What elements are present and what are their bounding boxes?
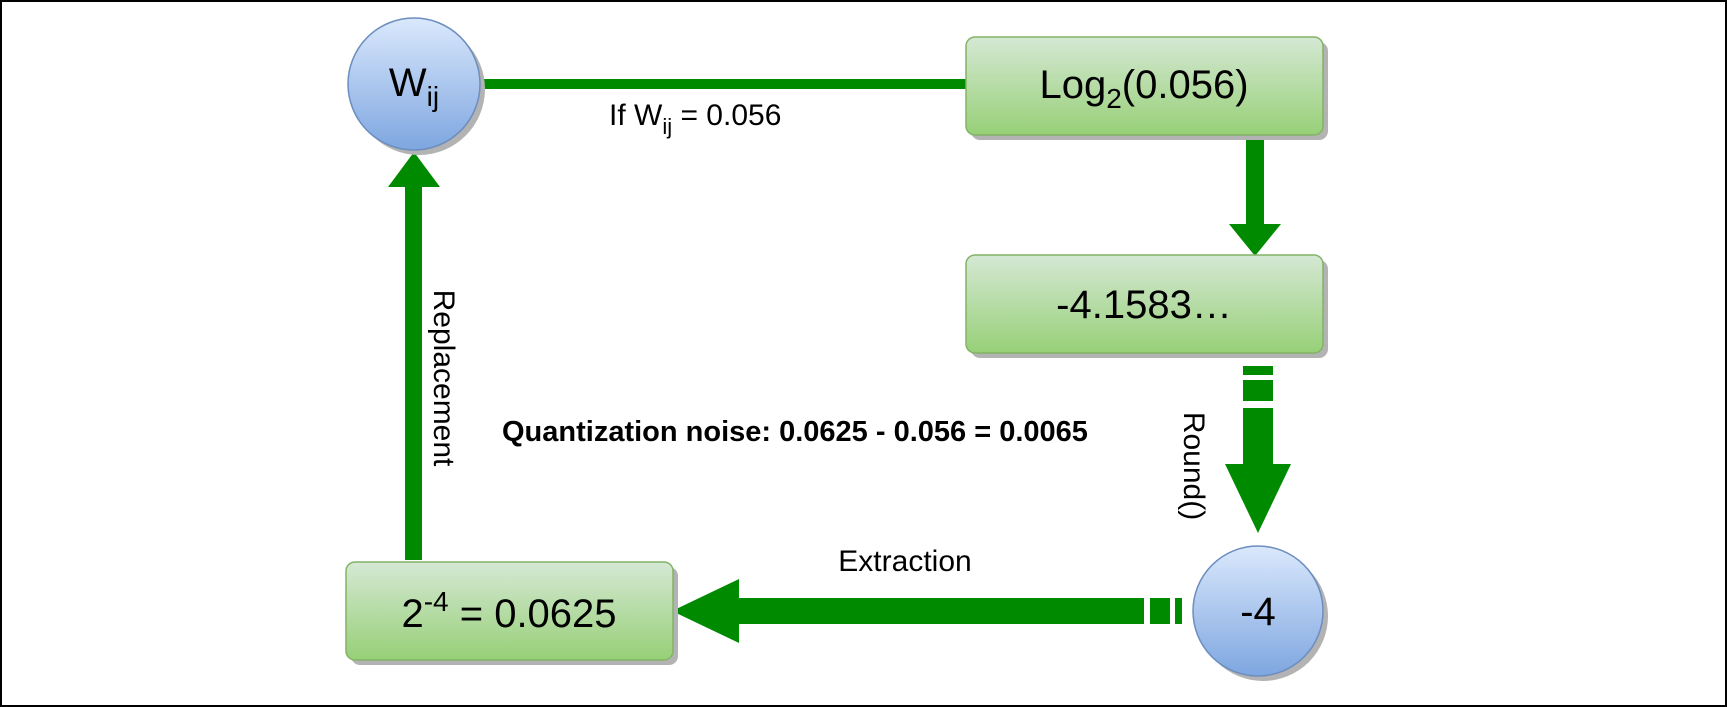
quantization-noise-note: Quantization noise: 0.0625 - 0.056 = 0.0…: [502, 416, 1088, 448]
power-box: 2-4 = 0.0625: [345, 561, 678, 665]
wij-node-label: Wij: [389, 61, 439, 112]
log2-box-label: Log2(0.056): [1039, 63, 1248, 114]
condition-label: If Wij = 0.056: [609, 99, 781, 139]
power-box-label: 2-4 = 0.0625: [401, 586, 616, 636]
log2-box: Log2(0.056): [965, 36, 1328, 140]
extraction-arrow: [672, 579, 1182, 643]
replacement-label: Replacement: [427, 290, 460, 467]
wij-node: Wij: [347, 17, 485, 155]
round-arrow: [1225, 366, 1291, 533]
log-result-box: -4.1583…: [965, 254, 1328, 358]
log-to-result-arrow: [1229, 140, 1281, 256]
log-result-label: -4.1583…: [1056, 283, 1232, 327]
rounded-node: -4: [1192, 545, 1328, 681]
replacement-arrow: [388, 152, 440, 560]
extraction-label: Extraction: [838, 545, 971, 578]
rounded-node-label: -4: [1240, 590, 1276, 634]
round-label: Round(): [1177, 412, 1210, 520]
